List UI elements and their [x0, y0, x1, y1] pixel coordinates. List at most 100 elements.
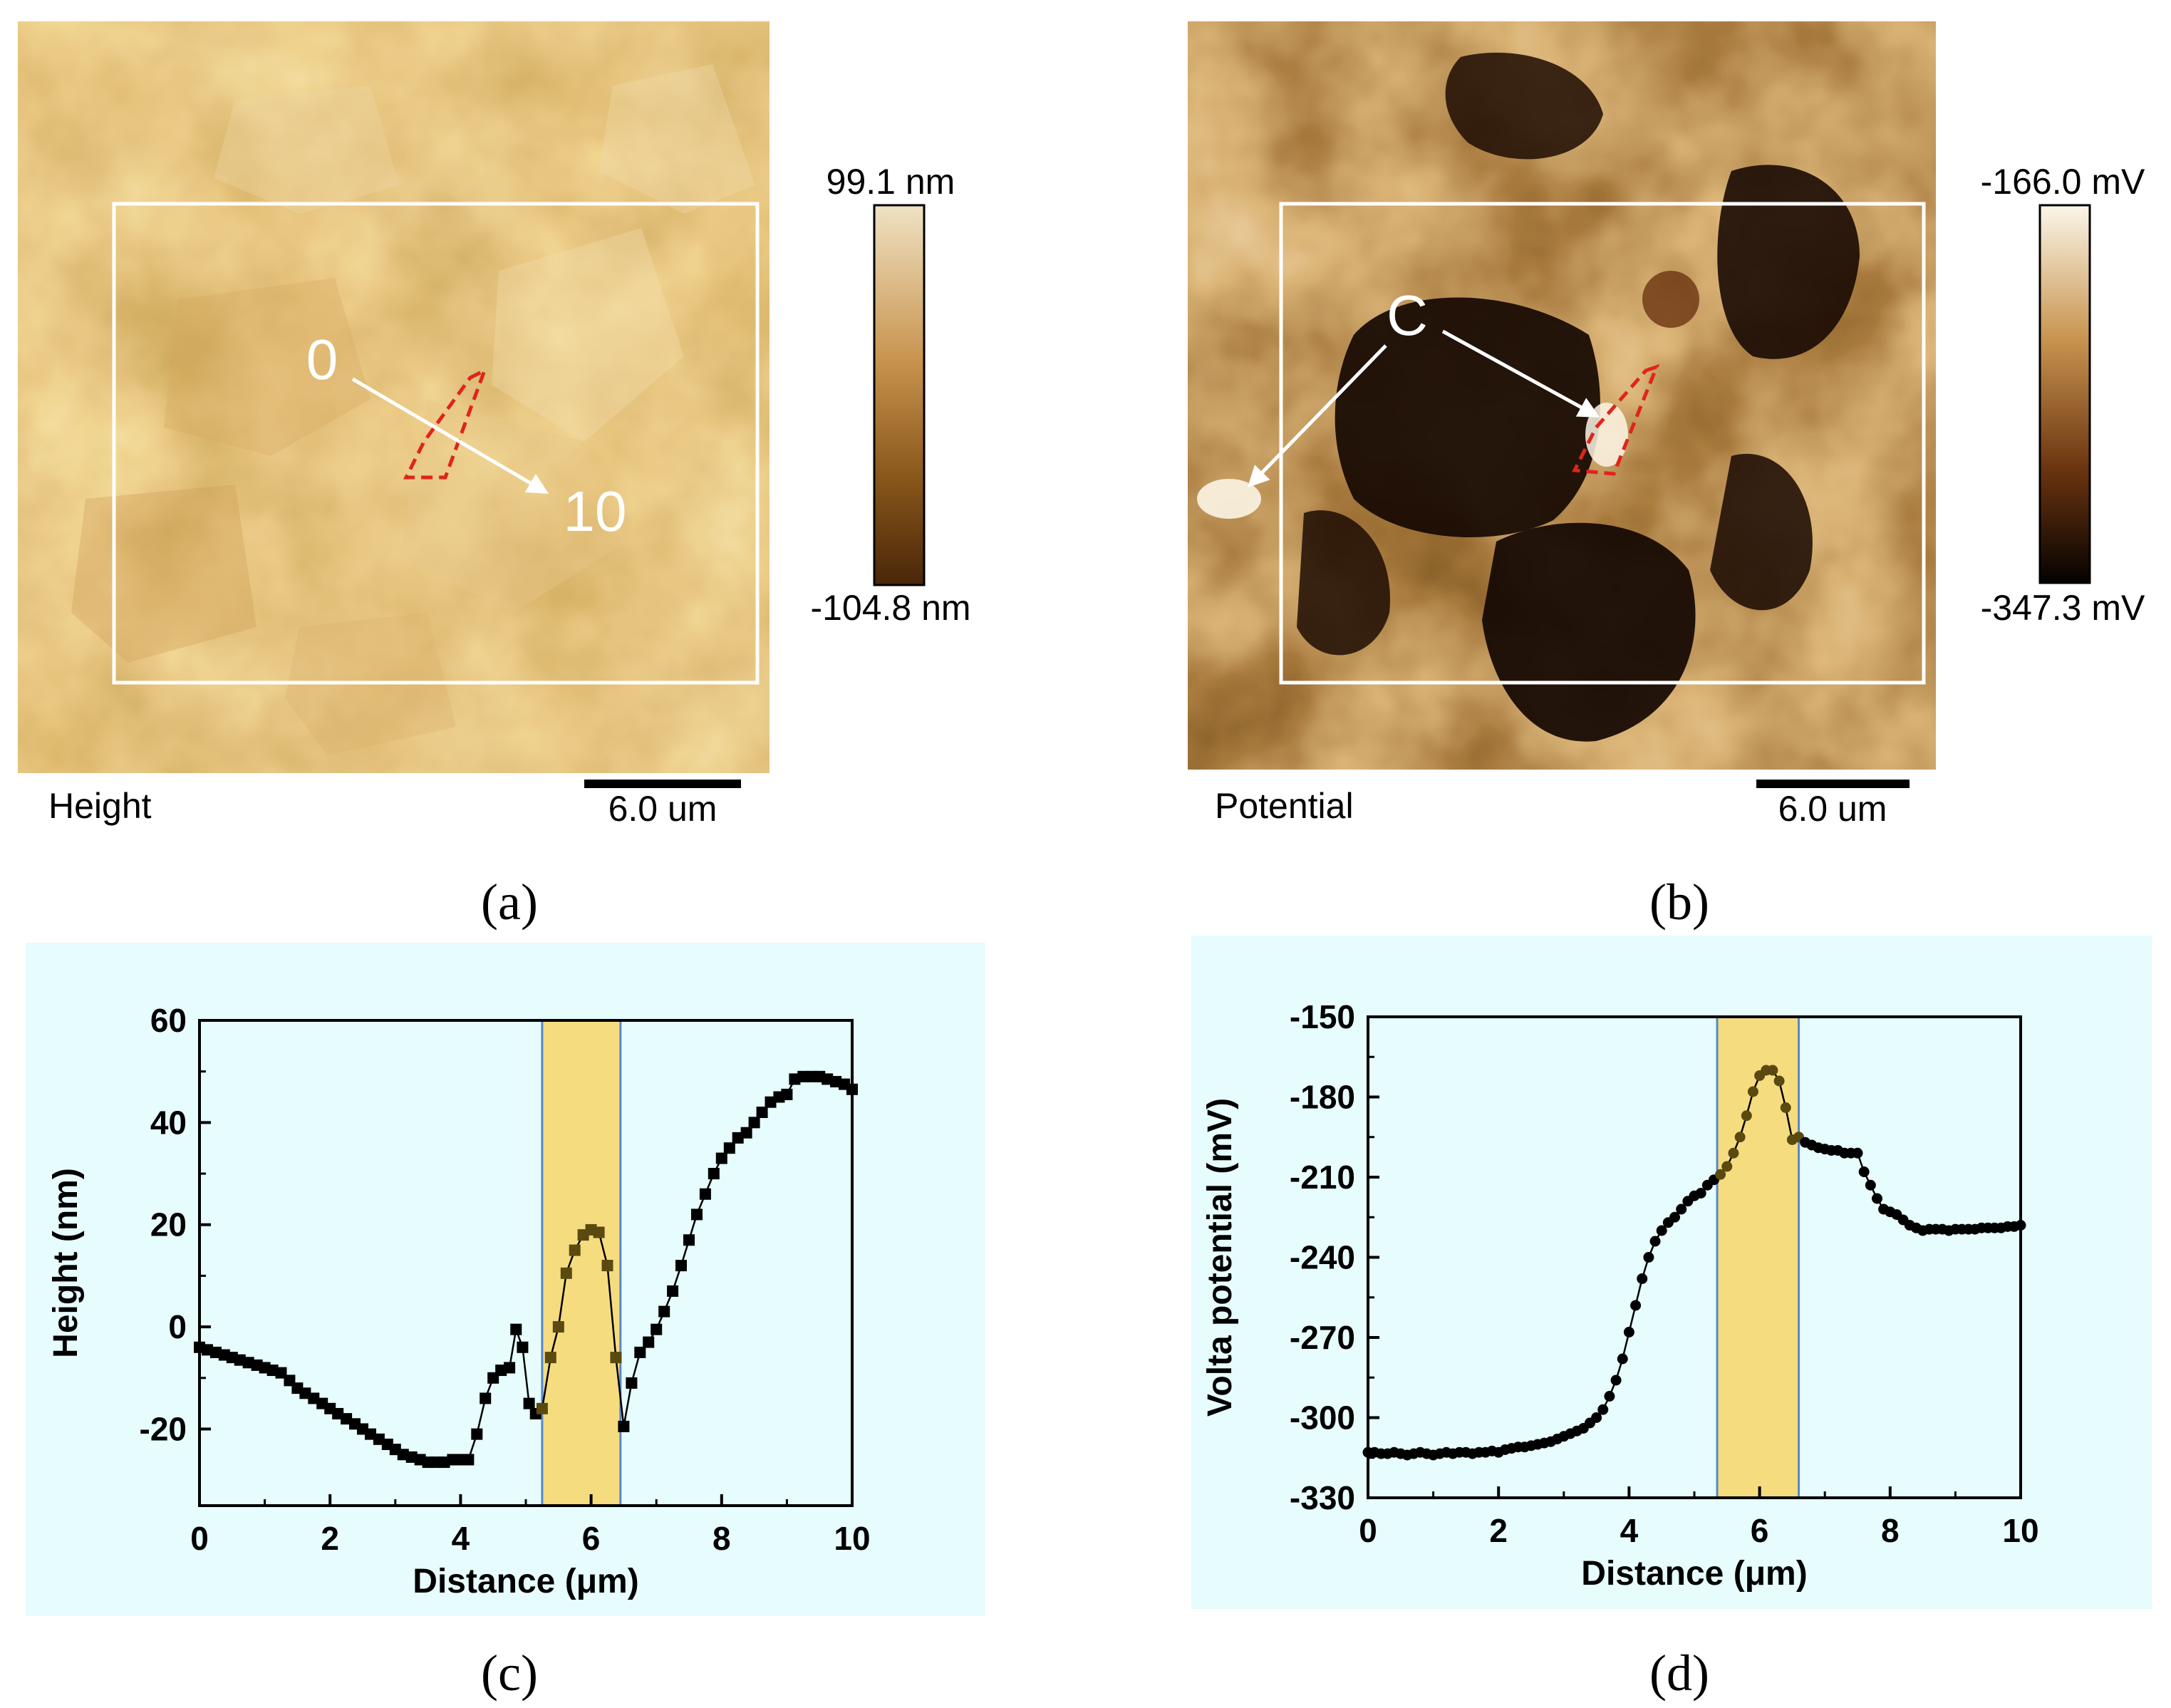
data-point	[723, 1142, 735, 1154]
data-point	[699, 1188, 711, 1200]
roi-outline-b	[1572, 363, 1660, 476]
data-point	[1721, 1161, 1733, 1172]
x-tick-label: 4	[1620, 1512, 1639, 1549]
y-tick-label: 40	[150, 1104, 187, 1141]
panel-b: C -166.0 mV -347.3 mV Potential 6.0 um (…	[1188, 21, 2145, 931]
caption-b: (b)	[1649, 874, 1709, 931]
colorbar-b	[2038, 204, 2091, 584]
data-point	[552, 1321, 564, 1333]
colorbar-a-min: -104.8 nm	[810, 588, 970, 628]
scale-bar-a-label: 6.0 um	[608, 789, 717, 829]
data-point	[1728, 1147, 1739, 1159]
chart-c-series	[194, 1070, 858, 1469]
data-point	[610, 1352, 622, 1364]
data-point	[618, 1420, 630, 1432]
y-tick-label: -300	[1290, 1399, 1355, 1437]
chart-c-ylabel: Height (nm)	[47, 1168, 85, 1358]
image-label-a: Height	[48, 786, 152, 826]
data-point	[544, 1352, 556, 1364]
data-point	[1695, 1188, 1706, 1199]
data-point	[748, 1117, 760, 1129]
x-tick-label: 4	[452, 1520, 470, 1557]
data-point	[626, 1377, 638, 1389]
chart-height-profile: 0 2 4 6 8 10 -20 0 20 40 60 Distance (μm) Height (…	[26, 943, 985, 1616]
data-point	[1637, 1273, 1648, 1284]
x-tick-label: 10	[834, 1520, 870, 1557]
colorbar-a	[873, 204, 926, 586]
data-point	[471, 1428, 483, 1440]
data-point	[1871, 1193, 1882, 1204]
data-point	[569, 1244, 581, 1256]
y-tick-label: 60	[150, 1002, 187, 1039]
colorbar-a-max: 99.1 nm	[827, 162, 955, 202]
y-tick-label: -150	[1290, 998, 1355, 1035]
y-tick-label: 0	[168, 1308, 187, 1345]
x-tick-label: 2	[1489, 1512, 1508, 1549]
data-point	[601, 1260, 613, 1272]
data-point	[517, 1341, 529, 1353]
data-point	[708, 1168, 720, 1180]
panel-a: 0 10 99.1 nm -104.8 nm Height 6.0 um (a)	[18, 21, 971, 931]
scan-region-box	[112, 202, 760, 685]
height-map-image	[18, 21, 770, 773]
data-point	[651, 1323, 663, 1335]
data-point	[740, 1127, 752, 1139]
data-point	[1767, 1065, 1778, 1076]
caption-d: (d)	[1649, 1645, 1709, 1702]
data-point	[667, 1285, 679, 1297]
data-point	[1747, 1086, 1758, 1097]
x-tick-label: 8	[713, 1520, 731, 1557]
y-tick-label: 20	[150, 1206, 187, 1243]
chart-c-background	[26, 943, 985, 1616]
x-tick-label: 10	[2002, 1512, 2038, 1549]
data-point	[1604, 1391, 1615, 1402]
y-tick-label: -270	[1290, 1319, 1355, 1356]
data-point	[1715, 1169, 1726, 1180]
chart-d-ylabel: Volta potential (mV)	[1201, 1098, 1239, 1417]
data-point	[1656, 1225, 1667, 1236]
colorbar-b-max: -166.0 mV	[1981, 162, 2145, 202]
y-tick-label: -240	[1290, 1239, 1355, 1276]
x-tick-label: 8	[1881, 1512, 1900, 1549]
data-point	[1858, 1166, 1870, 1177]
x-tick-label: 6	[582, 1520, 601, 1557]
data-point	[643, 1336, 655, 1348]
x-tick-label: 6	[1751, 1512, 1769, 1549]
data-point	[1852, 1147, 1863, 1159]
data-point	[1669, 1211, 1681, 1223]
data-point	[1643, 1252, 1654, 1263]
data-point	[715, 1152, 727, 1164]
scale-bar-b-label: 6.0 um	[1778, 789, 1887, 829]
chart-d-highlight-band	[1716, 1015, 1800, 1499]
data-point	[536, 1402, 548, 1414]
data-point	[634, 1346, 646, 1358]
chart-c-axes: 0 2 4 6 8 10 -20 0 20 40 60	[140, 1002, 871, 1557]
data-point	[2015, 1220, 2026, 1231]
y-tick-label: -180	[1290, 1079, 1355, 1116]
data-point	[1610, 1375, 1622, 1386]
data-point	[593, 1226, 605, 1238]
profile-start-label: 0	[306, 328, 338, 391]
data-point	[523, 1397, 535, 1409]
marker-arrow-roi	[1441, 329, 1600, 418]
data-point	[1649, 1236, 1661, 1247]
data-point	[1741, 1110, 1752, 1122]
data-point	[756, 1107, 768, 1119]
data-point	[846, 1083, 858, 1095]
chart-d-series	[1362, 1065, 2026, 1461]
data-point	[480, 1392, 492, 1404]
data-point	[1773, 1075, 1785, 1087]
y-tick-label: -330	[1290, 1479, 1355, 1516]
profile-end-label: 10	[564, 480, 627, 543]
data-point	[683, 1234, 695, 1246]
image-label-b: Potential	[1215, 786, 1354, 826]
data-point	[1780, 1102, 1791, 1113]
data-point	[1623, 1327, 1634, 1337]
chart-d-xlabel: Distance (μm)	[1581, 1555, 1807, 1593]
data-point	[1597, 1404, 1609, 1415]
marker-arrow-left	[1247, 344, 1387, 488]
chart-d-axes: 0 2 4 6 8 10 -330 -300 -270 -240 -210 -180 -150	[1290, 998, 2039, 1549]
data-point	[675, 1260, 688, 1272]
data-point	[510, 1323, 522, 1335]
